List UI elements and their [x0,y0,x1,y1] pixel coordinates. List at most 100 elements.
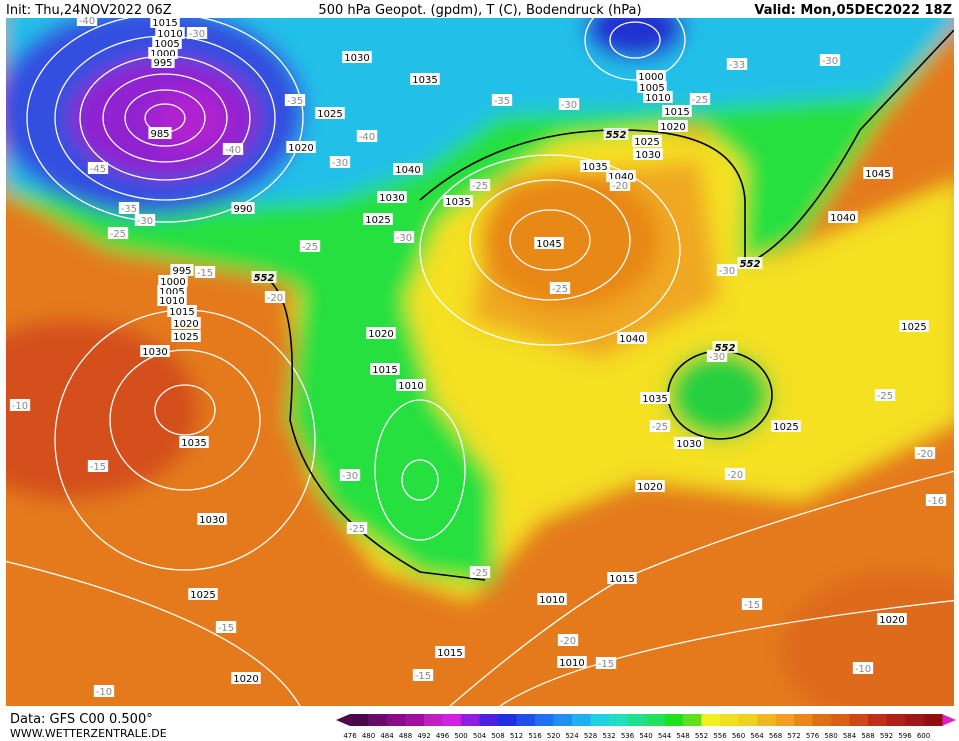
pressure-label-box [537,593,567,605]
temperature-label: -16 [928,496,944,507]
temperature-label-box [649,420,671,432]
pressure-label: 1015 [664,107,689,118]
height-label-box [737,257,763,269]
temperature-label: -40 [359,132,375,143]
legend-swatch [553,714,573,726]
legend-label: 564 [750,732,764,740]
temperature-label: -25 [472,181,488,192]
legend-label: 548 [676,732,689,740]
pressure-label-box [863,167,893,179]
pressure-label: 1035 [582,162,607,173]
pressure-label: 1035 [181,438,206,449]
temperature-label: -35 [287,96,303,107]
legend-swatch [849,714,869,726]
pressure-label: 1010 [398,381,423,392]
pressure-label: 995 [172,266,191,277]
temperature-label: -35 [121,204,137,215]
temperature-label: -25 [692,95,708,106]
legend-swatch [720,714,739,726]
legend-arrow-low [336,714,350,726]
pressure-label: 1040 [619,334,644,345]
pressure-label-box [155,27,185,39]
legend-swatch [868,714,887,726]
temperature-label: -35 [494,96,510,107]
legend-label: 476 [343,732,357,740]
temperature-label: -30 [719,266,735,277]
temperature-label-box [469,179,491,191]
pressure-label-box [188,588,218,600]
data-source: Data: GFS C00 0.500° [10,712,153,727]
pressure-label: 1040 [830,213,855,224]
pressure-label: 1040 [608,172,633,183]
pressure-label-box [171,330,201,342]
pressure-label: 1000 [160,277,185,288]
pressure-label: 1020 [233,674,258,685]
pressure-label-box [410,73,440,85]
temperature-label-box [914,447,936,459]
legend-swatch [923,714,943,726]
pressure-label-box [899,320,929,332]
temperature-label: -15 [415,671,431,682]
pressure-label-box [396,379,426,391]
pressure-label-box [633,148,663,160]
temperature-label: -30 [189,29,205,40]
pressure-label-box [640,392,670,404]
pressure-label: 1005 [159,287,184,298]
pressure-label-box [662,105,692,117]
temperature-label: -20 [267,293,283,304]
temperature-label: -10 [96,687,112,698]
temperature-label-box [93,685,115,697]
pressure-label-box [393,163,423,175]
pressure-label-box [150,16,180,28]
pressure-label-box [635,480,665,492]
temperature-label-box [716,264,738,276]
legend-label: 496 [436,732,450,740]
map-labels: 1015101010051000995985990995100010051010… [9,14,947,698]
pressure-label-box [167,305,197,317]
pressure-label-box [636,70,666,82]
legend-label: 480 [362,732,375,740]
temperature-label-box [299,240,321,252]
temperature-label: -30 [396,233,412,244]
temperature-label-box [724,468,746,480]
legend-label: 572 [787,732,800,740]
legend-label: 528 [584,732,597,740]
pressure-label: 1015 [169,307,194,318]
temperature-label-box [76,14,98,26]
temperature-label-box [339,469,361,481]
temperature-label: -30 [561,100,577,111]
legend-label: 568 [769,732,782,740]
pressure-label: 1020 [173,319,198,330]
legend-label: 580 [824,732,837,740]
temperature-label-box [558,98,580,110]
legend-swatch [646,714,665,726]
pressure-label-box [377,191,407,203]
pressure-label: 1020 [879,615,904,626]
legend-label: 576 [806,732,820,740]
temperature-label: -30 [822,56,838,67]
pressure-label-box [179,436,209,448]
pressure-label-box [342,51,372,63]
temperature-label-box [87,460,109,472]
legend-swatch [905,714,924,726]
legend-label: 488 [399,732,412,740]
temperature-label-box [134,214,156,226]
legend-label: 556 [713,732,727,740]
pressure-label: 1030 [379,193,404,204]
pressure-label-box [231,672,261,684]
pressure-label-box [152,37,182,49]
legend-label: 596 [898,732,912,740]
temperature-label: -20 [612,181,628,192]
temperature-label: -40 [79,16,95,27]
pressure-label-box [140,345,170,357]
temperature-label-box [107,227,129,239]
pressure-label: 1030 [142,347,167,358]
pressure-label-box [170,264,194,276]
pressure-label: 1020 [637,482,662,493]
legend-swatch [812,714,832,726]
legend-label: 492 [417,732,430,740]
temperature-label: -25 [302,242,318,253]
temperature-label: -15 [744,600,760,611]
pressure-label-box [148,127,172,139]
